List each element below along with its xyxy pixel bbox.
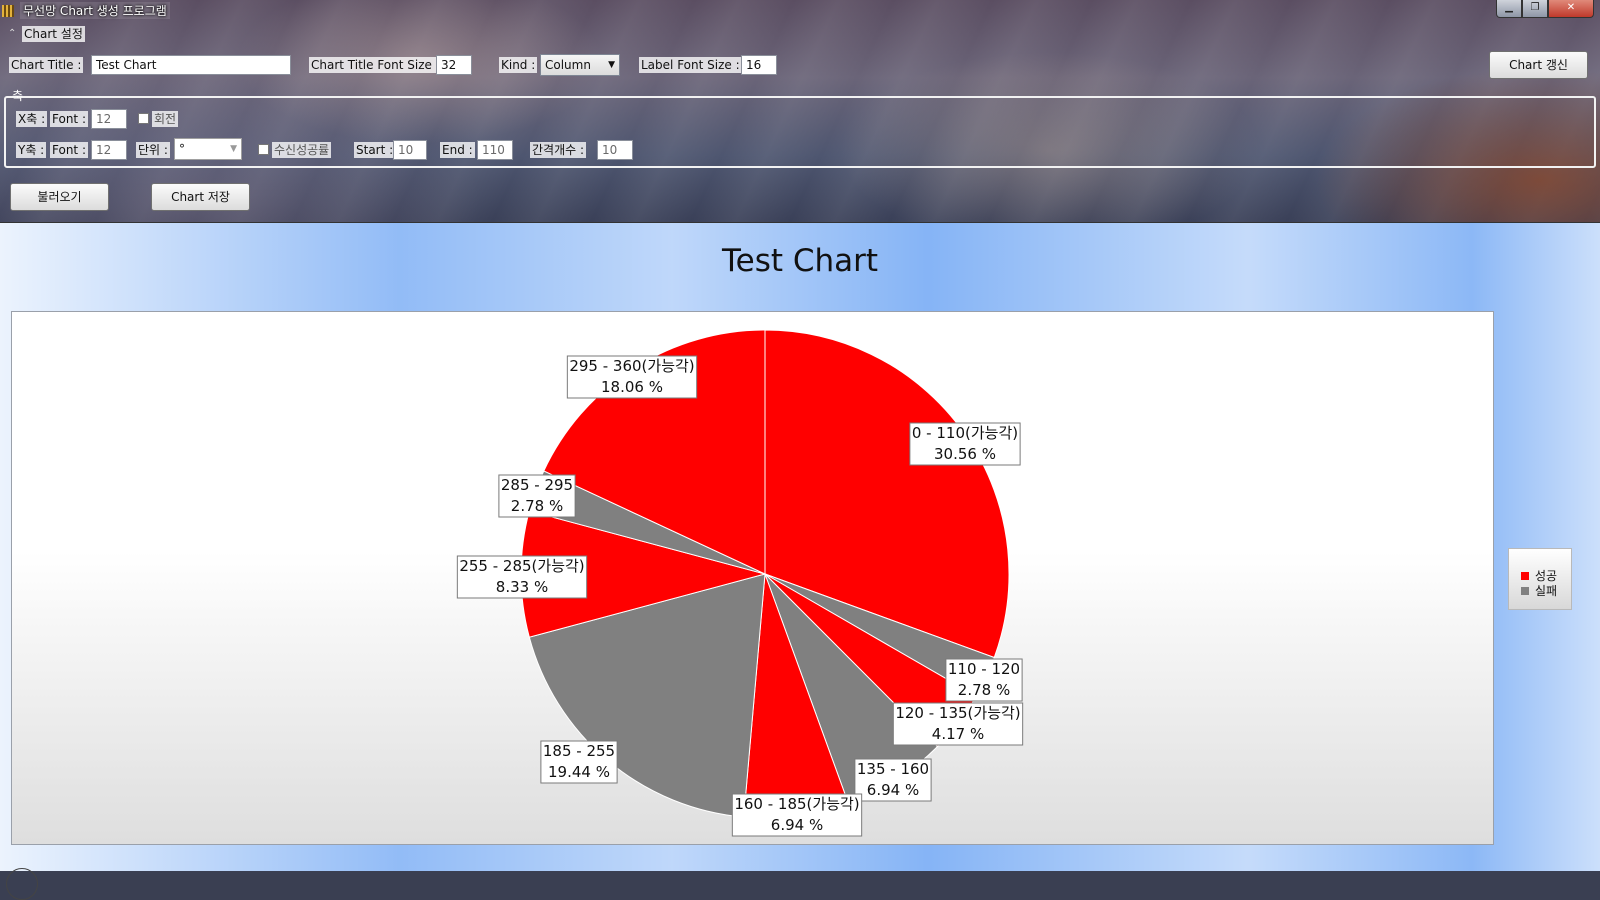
plot-area: 0 - 110(가능각) 30.56 % 110 - 120 2.78 % 120 - … xyxy=(11,311,1494,845)
legend-swatch-success xyxy=(1521,572,1529,580)
slice-label-text: 295 - 360(가능각) xyxy=(569,357,694,375)
slice-label-box xyxy=(945,658,1023,702)
slice-label-box xyxy=(854,758,932,802)
kind-select[interactable]: Column ▼ xyxy=(540,54,620,76)
y-font-label: Font : xyxy=(50,142,88,158)
slice-label-text: 160 - 185(가능각) xyxy=(734,795,859,813)
kind-select-value: Column xyxy=(545,58,591,72)
slice-label-text: 185 - 255 xyxy=(543,742,615,760)
chart-refresh-button[interactable]: Chart 갱신 xyxy=(1489,51,1588,79)
x-rotate-label[interactable]: 회전 xyxy=(152,111,179,127)
slice-label-box xyxy=(540,740,618,784)
window-controls: ▁ ❐ ✕ xyxy=(1496,0,1594,18)
slice-label-text: 120 - 135(가능각) xyxy=(895,704,1020,722)
slice-percent-text: 18.06 % xyxy=(601,378,663,396)
title-font-size-input[interactable]: 32 xyxy=(436,55,472,75)
axis-group xyxy=(4,96,1596,168)
slice-label-box xyxy=(566,355,698,399)
slice-data-label: 135 - 160 6.94 % xyxy=(854,758,932,802)
slice-label-box xyxy=(498,474,576,518)
slice-percent-text: 6.94 % xyxy=(867,781,919,799)
pie-chart: 0 - 110(가능각) 30.56 % 110 - 120 2.78 % 120 - … xyxy=(456,329,1024,837)
dropdown-arrow-icon: ▼ xyxy=(230,144,237,154)
slice-label-box xyxy=(731,793,863,837)
unit-select[interactable]: ° ▼ xyxy=(174,138,242,160)
y-axis-label: Y축 : xyxy=(16,142,47,158)
slice-label-box xyxy=(456,555,588,599)
legend: 성공 실패 xyxy=(1508,548,1572,610)
slice-percent-text: 4.17 % xyxy=(932,725,984,743)
slice-percent-text: 2.78 % xyxy=(511,497,563,515)
minimize-button[interactable]: ▁ xyxy=(1496,0,1522,18)
slice-data-label: 120 - 135(가능각) 4.17 % xyxy=(892,702,1024,746)
load-button[interactable]: 불러오기 xyxy=(10,183,109,211)
rx-success-label[interactable]: 수신성공률 xyxy=(272,142,332,158)
label-font-size-label: Label Font Size : xyxy=(639,57,742,73)
settings-panel: 무선망 Chart 생성 프로그램 ▁ ❐ ✕ ⌃ Chart 설정 Chart… xyxy=(0,0,1600,222)
slice-data-label: 295 - 360(가능각) 18.06 % xyxy=(566,355,698,399)
y-font-input[interactable]: 12 xyxy=(91,140,127,160)
slice-data-label: 160 - 185(가능각) 6.94 % xyxy=(731,793,863,837)
legend-item-failure: 실패 xyxy=(1521,584,1557,598)
slice-percent-text: 6.94 % xyxy=(771,816,823,834)
slice-label-text: 0 - 110(가능각) xyxy=(912,424,1018,442)
interval-input[interactable]: 10 xyxy=(597,140,633,160)
unit-label: 단위 : xyxy=(136,142,170,158)
legend-label-success: 성공 xyxy=(1535,569,1558,583)
close-button[interactable]: ✕ xyxy=(1548,0,1594,18)
dropdown-arrow-icon: ▼ xyxy=(608,60,615,70)
slice-data-label: 185 - 255 19.44 % xyxy=(540,740,618,784)
slice-percent-text: 2.78 % xyxy=(958,681,1010,699)
slice-data-label: 255 - 285(가능각) 8.33 % xyxy=(456,555,588,599)
legend-label-failure: 실패 xyxy=(1535,584,1558,598)
slice-percent-text: 19.44 % xyxy=(548,763,610,781)
slice-data-label: 110 - 120 2.78 % xyxy=(945,658,1023,702)
title-font-size-label: Chart Title Font Size : xyxy=(309,57,442,73)
start-input[interactable]: 10 xyxy=(393,140,427,160)
title-bar: 무선망 Chart 생성 프로그램 ▁ ❐ ✕ xyxy=(0,0,1600,22)
slice-label-text: 285 - 295 xyxy=(501,476,573,494)
slice-data-label: 0 - 110(가능각) 30.56 % xyxy=(909,422,1021,466)
x-rotate-checkbox[interactable] xyxy=(138,113,149,124)
interval-label: 간격개수 : xyxy=(530,142,587,158)
chart-title-input[interactable]: Test Chart xyxy=(91,55,291,75)
slice-label-box xyxy=(909,422,1021,466)
slice-percent-text: 8.33 % xyxy=(496,578,548,596)
unit-select-value: ° xyxy=(179,142,185,156)
axis-group-label: 축 xyxy=(12,89,24,103)
app-icon xyxy=(2,5,14,17)
chart-title-label: Chart Title : xyxy=(9,57,84,73)
slice-label-text: 255 - 285(가능각) xyxy=(459,557,584,575)
label-font-size-input[interactable]: 16 xyxy=(741,55,777,75)
rx-success-checkbox[interactable] xyxy=(258,144,269,155)
settings-expander-label[interactable]: Chart 설정 xyxy=(22,26,85,42)
end-input[interactable]: 110 xyxy=(477,140,513,160)
legend-swatch-failure xyxy=(1521,587,1529,595)
restore-button[interactable]: ❐ xyxy=(1522,0,1548,18)
legend-item-success: 성공 xyxy=(1521,569,1557,583)
chevron-up-icon[interactable]: ⌃ xyxy=(8,28,17,39)
x-axis-label: X축 : xyxy=(16,111,48,127)
slice-label-box xyxy=(892,702,1024,746)
kind-label: Kind : xyxy=(499,57,538,73)
slice-label-text: 135 - 160 xyxy=(857,760,929,778)
x-font-input[interactable]: 12 xyxy=(91,109,127,129)
end-label: End : xyxy=(440,142,475,158)
window-title: 무선망 Chart 생성 프로그램 xyxy=(20,2,170,19)
slice-percent-text: 30.56 % xyxy=(934,445,996,463)
slice-label-text: 110 - 120 xyxy=(948,660,1020,678)
chart-title: Test Chart xyxy=(721,243,879,279)
chart-area: Test Chart 0 - 110(가능각) 30.56 % 110 - 120 2… xyxy=(0,222,1600,900)
start-label: Start : xyxy=(354,142,396,158)
chart-save-button[interactable]: Chart 저장 xyxy=(151,183,250,211)
slice-data-label: 285 - 295 2.78 % xyxy=(498,474,576,518)
x-font-label: Font : xyxy=(50,111,88,127)
status-circle-icon xyxy=(6,868,38,900)
